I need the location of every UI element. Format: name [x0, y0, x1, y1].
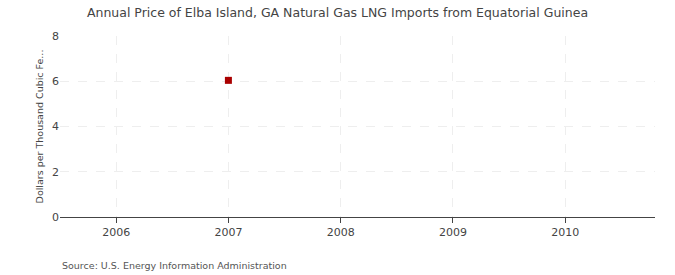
svg-text:2007: 2007 [214, 226, 242, 239]
svg-text:2006: 2006 [102, 226, 130, 239]
svg-text:6: 6 [52, 75, 59, 88]
svg-text:2008: 2008 [327, 226, 355, 239]
svg-text:2009: 2009 [439, 226, 467, 239]
svg-text:8: 8 [52, 30, 59, 43]
svg-text:Source: U.S. Energy Informatio: Source: U.S. Energy Information Administ… [62, 260, 287, 271]
svg-text:2010: 2010 [551, 226, 579, 239]
svg-text:Annual Price of Elba Island, G: Annual Price of Elba Island, GA Natural … [87, 5, 588, 20]
svg-text:2: 2 [52, 166, 59, 179]
svg-text:Dollars per Thousand Cubic Fe.: Dollars per Thousand Cubic Fe... [34, 50, 45, 204]
svg-text:0: 0 [52, 211, 59, 224]
svg-text:4: 4 [52, 120, 59, 133]
